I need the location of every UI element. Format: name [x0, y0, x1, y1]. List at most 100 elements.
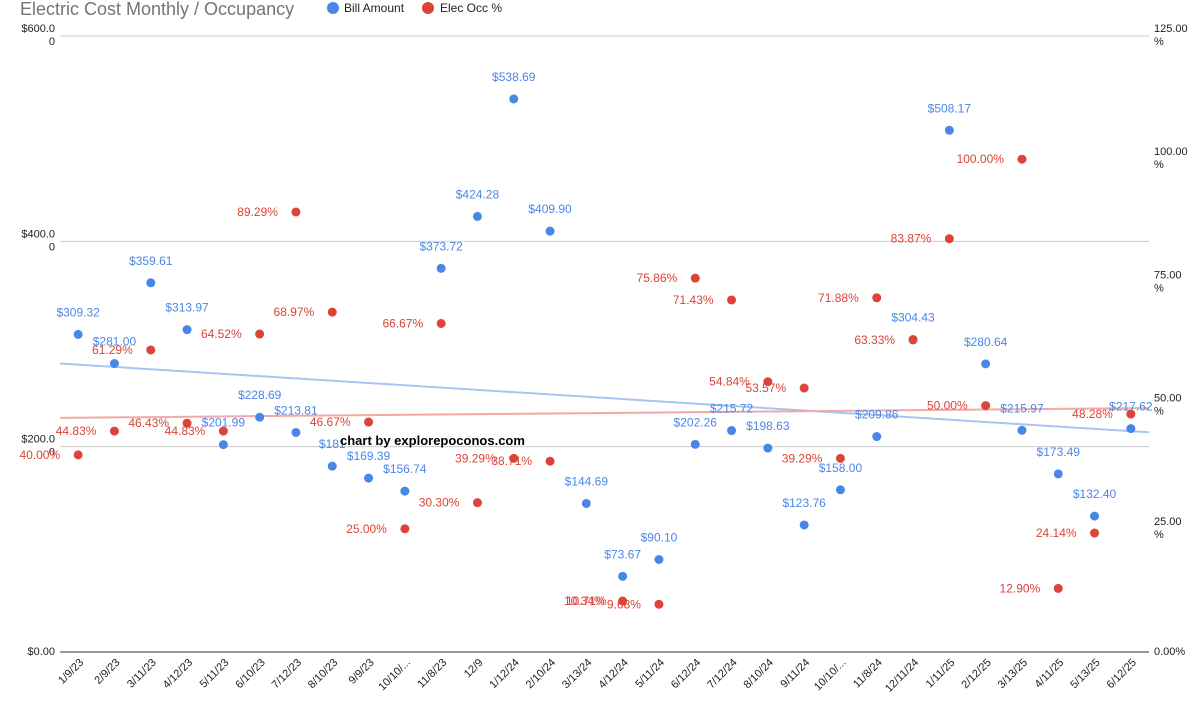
- elec-occ-label: 54.84%: [709, 375, 750, 389]
- x-tick-label: 6/12/24: [669, 657, 703, 691]
- y-right-tick-sublabel: %: [1154, 159, 1164, 171]
- bill-amount-point: [73, 329, 83, 339]
- legend-marker-elec-occ: [422, 2, 434, 14]
- elec-occ-point: [835, 453, 845, 463]
- x-tick-label: 5/11/23: [198, 657, 232, 691]
- bill-amount-point: [291, 427, 301, 437]
- bill-amount-point: [654, 554, 664, 564]
- elec-occ-point: [218, 426, 228, 436]
- elec-occ-label: 66.67%: [382, 316, 423, 330]
- elec-occ-label: 100.00%: [957, 152, 1005, 166]
- bill-amount-point: [364, 473, 374, 483]
- elec-occ-point: [799, 383, 809, 393]
- y-left-tick-sublabel: 0: [49, 241, 55, 253]
- bill-amount-label: $313.97: [165, 301, 209, 315]
- elec-occ-label: 46.43%: [128, 416, 169, 430]
- elec-occ-point: [872, 293, 882, 303]
- elec-occ-point: [545, 456, 555, 466]
- x-tick-label: 11/8/23: [415, 657, 449, 691]
- elec-occ-label: 48.28%: [1072, 407, 1113, 421]
- bill-amount-label: $173.49: [1037, 445, 1081, 459]
- elec-occ-label: 40.00%: [19, 448, 60, 462]
- elec-occ-point: [763, 377, 773, 387]
- legend-label-bill-amount: Bill Amount: [344, 1, 405, 15]
- elec-occ-label: 12.90%: [1000, 581, 1041, 595]
- x-tick-label: 12/9: [462, 657, 486, 681]
- bill-amount-label: $90.10: [641, 530, 678, 544]
- legend[interactable]: Bill Amount Elec Occ %: [327, 1, 502, 15]
- elec-occ-label: 46.67%: [310, 415, 351, 429]
- bill-amount-point: [1053, 469, 1063, 479]
- x-tick-label: 8/10/23: [306, 657, 340, 691]
- bill-amount-point: [1017, 425, 1027, 435]
- bill-amount-label: $201.99: [202, 416, 246, 430]
- x-tick-label: 10/10/...: [376, 657, 413, 694]
- y-right-tick-sublabel: %: [1154, 406, 1164, 418]
- elec-occ-point: [1017, 154, 1027, 164]
- bill-amount-point: [835, 485, 845, 495]
- trendlines: [59, 362, 1150, 434]
- elec-occ-point: [400, 524, 410, 534]
- x-tick-label: 7/12/24: [705, 657, 739, 691]
- elec-occ-label: 44.83%: [56, 424, 97, 438]
- trendline-elec-occ: [59, 407, 1150, 419]
- bill-amount-point: [944, 125, 954, 135]
- bill-amount-point: [509, 94, 519, 104]
- elec-occ-label: 44.83%: [165, 424, 206, 438]
- data-points: [73, 94, 1136, 609]
- elec-occ-point: [327, 307, 337, 317]
- bill-amount-point: [581, 498, 591, 508]
- x-tick-label: 7/12/23: [270, 657, 304, 691]
- x-tick-label: 6/12/25: [1105, 657, 1139, 691]
- bill-amount-point: [218, 440, 228, 450]
- elec-occ-point: [146, 345, 156, 355]
- bill-amount-label: $373.72: [419, 239, 463, 253]
- x-tick-label: 1/11/25: [924, 657, 958, 691]
- bill-amount-point: [327, 461, 337, 471]
- x-tick-label: 11/8/24: [851, 657, 885, 691]
- elec-occ-label: 64.52%: [201, 327, 242, 341]
- bill-amount-point: [763, 443, 773, 453]
- elec-occ-point: [1090, 528, 1100, 538]
- x-tick-label: 1/9/23: [56, 657, 86, 687]
- elec-occ-label: 24.14%: [1036, 526, 1077, 540]
- bill-amount-label: $424.28: [456, 187, 500, 201]
- x-tick-label: 2/10/24: [524, 657, 558, 691]
- elec-occ-label: 9.68%: [607, 597, 641, 611]
- elec-occ-label: 53.57%: [745, 381, 786, 395]
- bill-amount-label: $213.81: [274, 403, 318, 417]
- gridlines: [60, 35, 1149, 653]
- bill-amount-label: $508.17: [928, 101, 972, 115]
- bill-amount-point: [981, 359, 991, 369]
- bill-amount-label: $215.97: [1000, 401, 1044, 415]
- elec-occ-label: 83.87%: [891, 232, 932, 246]
- y-right-tick-sublabel: %: [1154, 529, 1164, 541]
- legend-marker-bill-amount: [327, 2, 339, 14]
- bill-amount-point: [545, 226, 555, 236]
- x-tick-label: 8/10/24: [742, 657, 776, 691]
- elec-occ-point: [1053, 583, 1063, 593]
- bill-amount-label: $228.69: [238, 388, 282, 402]
- bill-amount-label: $409.90: [528, 202, 572, 216]
- bill-amount-label: $215.72: [710, 402, 754, 416]
- bill-amount-point: [400, 486, 410, 496]
- y-right-tick-label: 125.00: [1154, 23, 1188, 35]
- elec-occ-point: [436, 318, 446, 328]
- bill-amount-label: $169.39: [347, 449, 391, 463]
- legend-label-elec-occ: Elec Occ %: [440, 1, 502, 15]
- x-tick-label: 3/11/23: [125, 657, 159, 691]
- bill-amount-label: $123.76: [782, 496, 826, 510]
- elec-occ-label: 63.33%: [854, 333, 895, 347]
- bill-amount-label: $158.00: [819, 461, 863, 475]
- bill-amount-point: [436, 263, 446, 273]
- elec-occ-label: 89.29%: [237, 205, 278, 219]
- x-tick-label: 1/12/24: [487, 657, 521, 691]
- elec-occ-label: 25.00%: [346, 522, 387, 536]
- elec-occ-label: 50.00%: [927, 399, 968, 413]
- x-tick-label: 5/13/25: [1068, 657, 1102, 691]
- elec-occ-label: 10.34%: [564, 594, 605, 608]
- bill-amount-point: [182, 325, 192, 335]
- y-right-tick-sublabel: %: [1154, 282, 1164, 294]
- bill-amount-label: $217.62: [1109, 400, 1153, 414]
- bill-amount-point: [146, 278, 156, 288]
